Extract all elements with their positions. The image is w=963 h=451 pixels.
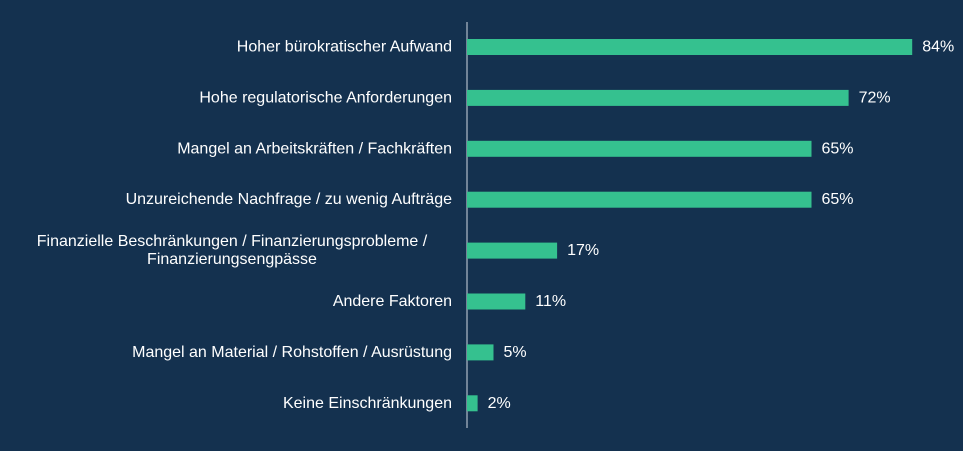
category-labels-group: Hoher bürokratischer Aufwand Hohe regulat… [37, 39, 452, 412]
value-label-5: 11% [535, 293, 566, 310]
bar-2 [467, 140, 812, 157]
category-label-line: Andere Faktoren [333, 293, 452, 310]
category-label-line: Hohe regulatorische Anforderungen [199, 89, 452, 106]
value-label-2: 65% [822, 140, 854, 157]
category-label-5: Andere Faktoren [333, 293, 452, 310]
category-label-line: Keine Einschränkungen [283, 395, 452, 412]
bar-4 [467, 242, 558, 259]
value-label-4: 17% [567, 242, 599, 259]
category-label-line: Unzureichende Nachfrage / zu wenig Auftr… [126, 191, 453, 208]
category-label-line: Mangel an Arbeitskräften / Fachkräften [177, 140, 452, 157]
bar-3 [467, 191, 812, 208]
value-label-7: 2% [488, 395, 511, 412]
bar-1 [467, 89, 849, 106]
category-label-line: Finanzielle Beschränkungen / Finanzierun… [37, 233, 428, 250]
category-label-line: Finanzierungsengpässe [147, 251, 317, 268]
bar-7 [467, 395, 478, 412]
category-label-1: Hohe regulatorische Anforderungen [199, 89, 452, 106]
bar-5 [467, 293, 526, 310]
category-label-line: Hoher bürokratischer Aufwand [237, 39, 452, 56]
value-label-6: 5% [504, 344, 527, 361]
category-label-line: Mangel an Material / Rohstoffen / Ausrüs… [132, 344, 452, 361]
category-label-7: Keine Einschränkungen [283, 395, 452, 412]
category-label-3: Unzureichende Nachfrage / zu wenig Auftr… [126, 191, 453, 208]
bar-6 [467, 344, 494, 361]
category-label-0: Hoher bürokratischer Aufwand [237, 39, 452, 56]
bars-group [467, 39, 913, 412]
value-label-0: 84% [922, 39, 954, 56]
value-label-1: 72% [859, 89, 891, 106]
category-label-2: Mangel an Arbeitskräften / Fachkräften [177, 140, 452, 157]
category-label-4: Finanzielle Beschränkungen / Finanzierun… [37, 233, 428, 268]
value-label-3: 65% [822, 191, 854, 208]
category-label-6: Mangel an Material / Rohstoffen / Ausrüs… [132, 344, 452, 361]
bar-0 [467, 39, 913, 55]
value-labels-group: 84% 72% 65% 65% 17% 11% 5% 2% [488, 39, 955, 412]
